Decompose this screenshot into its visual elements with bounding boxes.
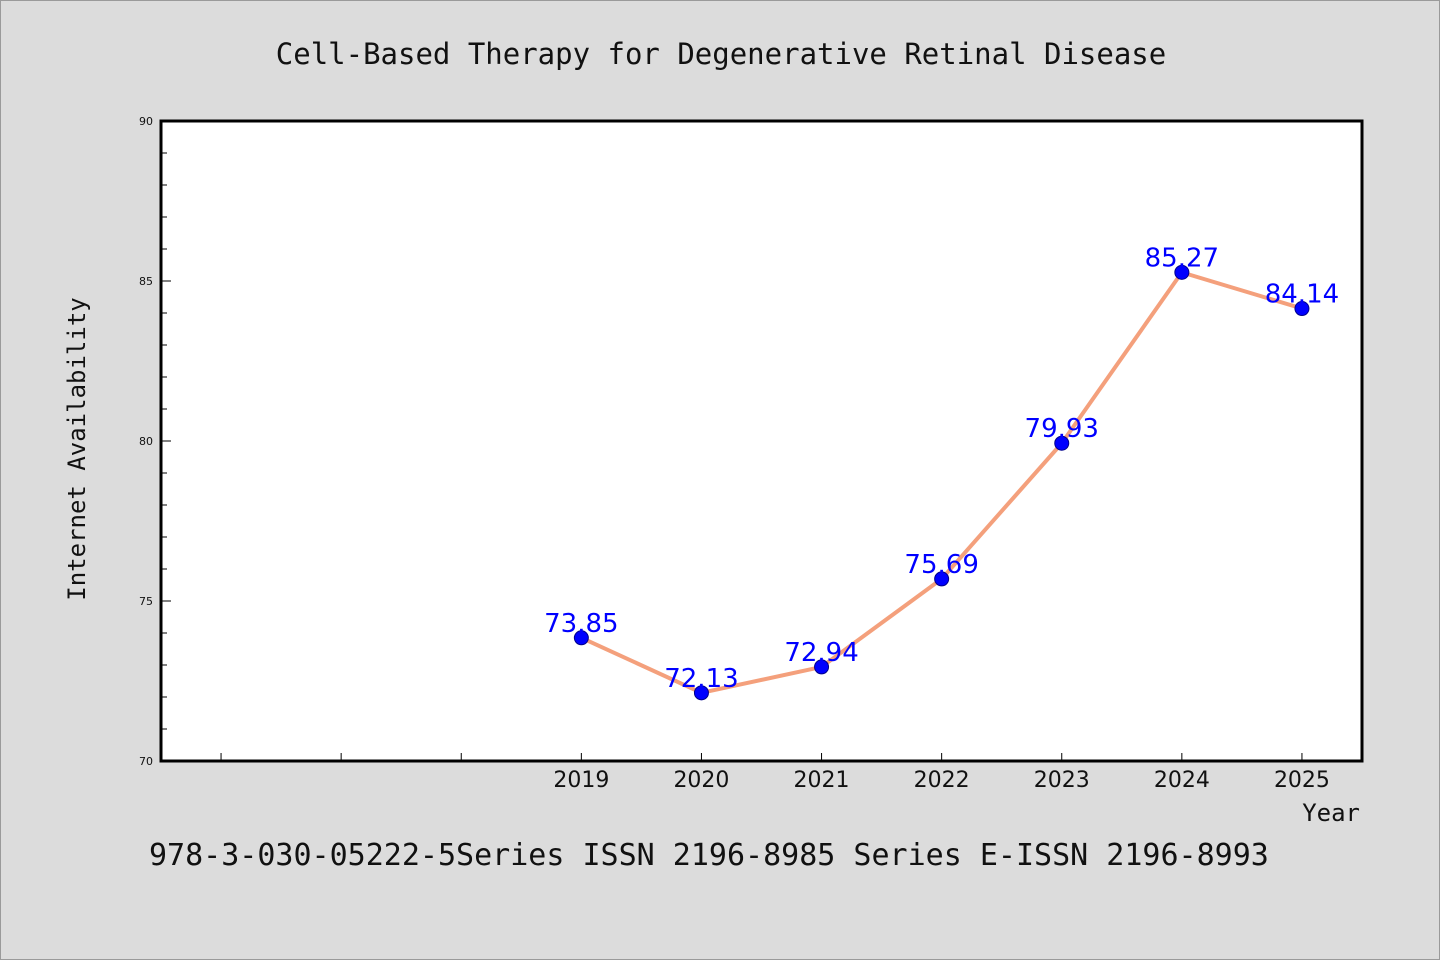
y-tick-label: 90 [139, 115, 153, 128]
plot-area [159, 119, 1364, 763]
data-point [573, 630, 589, 646]
x-axis-label: Year [1302, 799, 1360, 827]
data-point [1174, 264, 1190, 280]
x-tick-label: 2023 [1034, 768, 1090, 793]
data-label: 72.94 [784, 638, 858, 668]
x-tick-label: 2025 [1274, 768, 1330, 793]
data-point [693, 685, 709, 701]
data-point [1294, 301, 1310, 317]
data-label: 75.69 [904, 550, 978, 580]
y-tick-label: 80 [139, 435, 153, 448]
data-point [934, 571, 950, 587]
data-label: 84.14 [1265, 280, 1339, 310]
y-tick-label: 75 [139, 595, 153, 608]
x-tick-label: 2022 [914, 768, 970, 793]
y-tick-label: 85 [139, 275, 153, 288]
axis-ticks: 70 75 80 85 90 2019 2020 2021 2022 2023 2024 2025 [139, 115, 1330, 793]
y-axis-label: Internet Availability [63, 297, 91, 600]
data-label: 72.13 [664, 664, 738, 694]
data-label: 73.85 [544, 609, 618, 639]
x-tick-label: 2020 [673, 768, 729, 793]
x-tick-label: 2021 [794, 768, 850, 793]
x-tick-label: 2019 [553, 768, 609, 793]
data-label: 85.27 [1145, 243, 1219, 273]
y-tick-label: 70 [139, 755, 153, 768]
data-point [1054, 435, 1070, 451]
chart-title: Cell-Based Therapy for Degenerative Reti… [276, 37, 1166, 71]
data-points [573, 264, 1310, 701]
footer-isbn-issn: 978-3-030-05222-5Series ISSN 2196-8985 S… [149, 838, 1269, 873]
data-label: 79.93 [1025, 414, 1099, 444]
data-labels: 73.85 72.13 72.94 75.69 79.93 85.27 84.14 [544, 243, 1339, 693]
x-tick-label: 2024 [1154, 768, 1210, 793]
data-point [814, 659, 830, 675]
